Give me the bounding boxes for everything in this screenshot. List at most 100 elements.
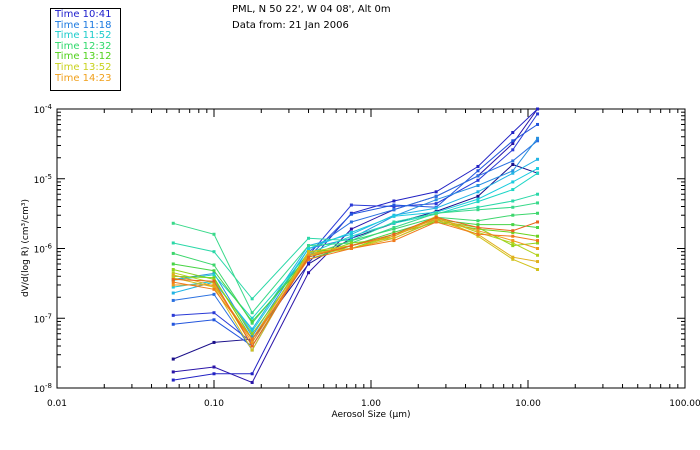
- data-point: [250, 321, 254, 325]
- x-tick-label: 0.10: [204, 399, 224, 409]
- data-point: [171, 221, 175, 225]
- data-point: [250, 348, 254, 352]
- x-tick-label: 1.00: [361, 399, 381, 409]
- series-line: [173, 124, 538, 347]
- data-point: [171, 291, 175, 295]
- data-point: [392, 232, 396, 236]
- data-point: [536, 139, 540, 143]
- y-tick-label: 10-8: [34, 382, 52, 395]
- x-tick-labels: 0.01 0.10 1.00 10.00 100.00: [47, 399, 700, 409]
- data-point: [434, 211, 438, 215]
- data-point: [349, 230, 353, 234]
- data-point: [511, 199, 515, 203]
- y-tick-label: 10-4: [34, 103, 53, 116]
- data-point: [307, 257, 311, 261]
- data-point: [307, 247, 311, 250]
- data-point: [212, 269, 216, 273]
- data-point: [536, 107, 540, 111]
- data-point: [171, 241, 175, 245]
- data-point: [476, 200, 480, 204]
- data-point: [476, 230, 480, 234]
- data-point: [476, 205, 480, 209]
- data-point: [536, 167, 540, 171]
- data-point: [392, 226, 396, 230]
- y-tick-exponent: -5: [45, 173, 52, 181]
- data-point: [212, 365, 216, 369]
- data-point: [212, 340, 216, 344]
- data-point: [171, 262, 175, 266]
- data-point: [511, 148, 515, 152]
- y-tick-exponent: -8: [45, 382, 52, 390]
- data-point: [250, 311, 254, 315]
- data-point: [434, 220, 438, 224]
- data-point: [171, 370, 175, 374]
- data-point: [536, 220, 540, 224]
- y-tick-label: 10-5: [34, 173, 52, 186]
- data-point: [476, 232, 480, 236]
- data-point: [171, 277, 175, 281]
- data-point: [250, 327, 254, 331]
- data-point: [212, 273, 216, 277]
- data-point: [349, 239, 353, 243]
- data-point: [392, 236, 396, 240]
- site-title: PML, N 50 22', W 04 08', Alt 0m: [232, 4, 391, 15]
- data-point: [250, 380, 254, 384]
- data-point: [307, 255, 311, 259]
- y-tick-label: 10-7: [34, 312, 52, 325]
- data-point: [171, 322, 175, 326]
- data-point: [434, 215, 438, 219]
- x-tick-label: 0.01: [47, 399, 67, 409]
- data-point: [212, 232, 216, 236]
- data-point: [212, 263, 216, 267]
- data-point: [476, 174, 480, 178]
- data-point: [212, 283, 216, 287]
- series-line: [173, 219, 538, 341]
- data-point: [349, 234, 353, 238]
- data-point: [349, 244, 353, 248]
- data-point: [536, 253, 540, 257]
- data-point: [536, 192, 540, 196]
- y-axis-title: dV/d(log R) (cm³/cm³): [21, 199, 31, 297]
- data-point: [212, 279, 216, 283]
- data-point: [536, 201, 540, 205]
- data-point: [250, 297, 254, 301]
- data-point: [250, 344, 254, 348]
- data-point: [307, 251, 311, 255]
- legend-entry: Time 13:52: [55, 61, 112, 73]
- legend-entry: Time 11:18: [55, 19, 112, 31]
- data-point: [307, 244, 311, 248]
- data-point: [212, 287, 216, 291]
- data-date: Data from: 21 Jan 2006: [232, 20, 349, 31]
- data-point: [476, 226, 480, 230]
- x-tick-label: 10.00: [515, 399, 541, 409]
- series-layer: [171, 107, 540, 384]
- data-point: [476, 229, 480, 233]
- data-point: [349, 212, 353, 216]
- data-point: [349, 247, 353, 250]
- data-point: [536, 136, 540, 140]
- y-tick-base: 10: [34, 176, 46, 186]
- y-tick-base: 10: [34, 106, 46, 116]
- data-point: [349, 227, 353, 231]
- data-point: [212, 277, 216, 281]
- data-point: [434, 190, 438, 194]
- series-13:52a: [171, 215, 540, 348]
- tick-marks: [56, 109, 685, 389]
- x-axis-title: Aerosol Size (µm): [332, 410, 411, 420]
- data-point: [250, 319, 254, 323]
- data-point: [434, 202, 438, 206]
- data-point: [536, 241, 540, 245]
- data-point: [392, 203, 396, 207]
- data-point: [212, 292, 216, 296]
- data-point: [212, 372, 216, 376]
- data-point: [476, 194, 480, 198]
- data-point: [307, 236, 311, 240]
- data-point: [392, 230, 396, 234]
- data-point: [536, 260, 540, 264]
- data-point: [171, 271, 175, 275]
- data-point: [511, 244, 515, 248]
- legend-entry: Time 10:41: [55, 9, 112, 20]
- series-line: [173, 219, 538, 323]
- data-point: [349, 241, 353, 245]
